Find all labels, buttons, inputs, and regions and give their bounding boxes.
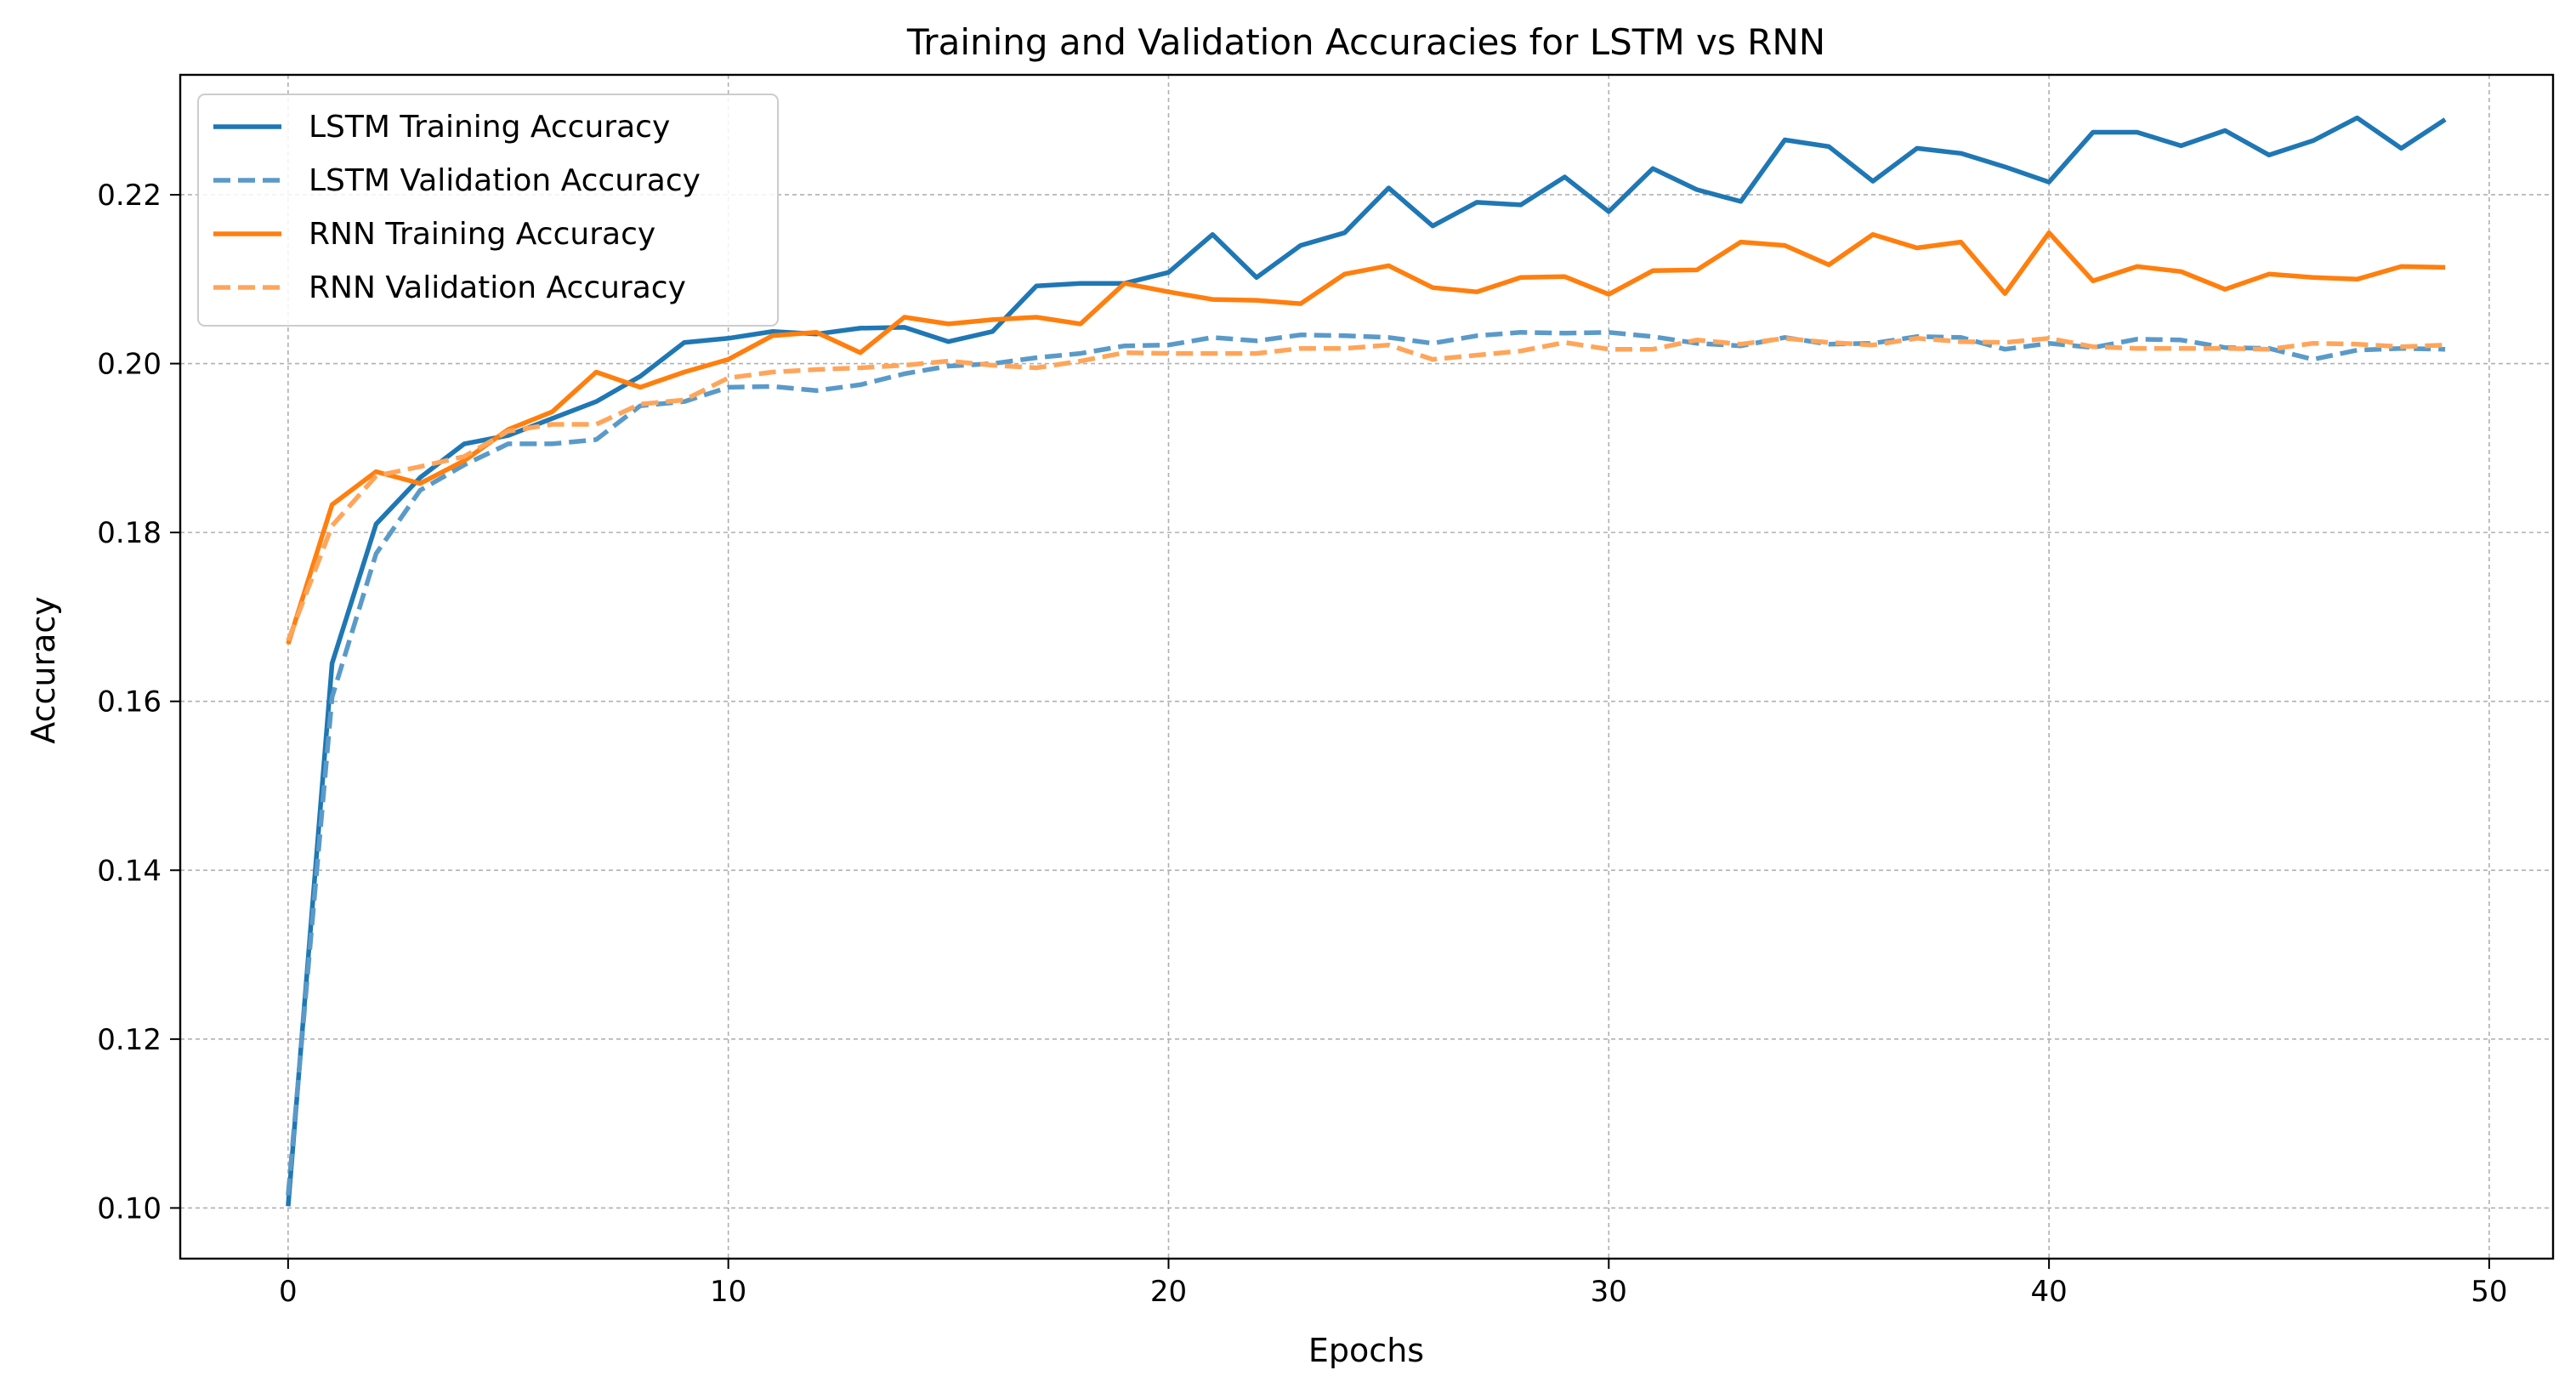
legend: LSTM Training Accuracy LSTM Validation Ac…: [197, 94, 779, 327]
y-axis-label: Accuracy: [25, 596, 62, 744]
axis-ticks: 0 10 20 30 40 50 0.10 0.12 0.14 0.16 0.18 0.20 0.22: [97, 179, 2507, 1309]
lstm-training-accuracy-line: [286, 115, 2447, 1207]
x-tick-label: 0: [279, 1275, 298, 1309]
legend-label: LSTM Training Accuracy: [309, 110, 670, 145]
x-tick-label: 30: [1591, 1275, 1627, 1309]
legend-label: RNN Validation Accuracy: [309, 270, 686, 305]
legend-box: [197, 94, 779, 327]
x-tick-label: 10: [710, 1275, 746, 1309]
chart-title: Training and Validation Accuracies for L…: [906, 21, 1825, 63]
x-axis-label: Epochs: [1308, 1332, 1424, 1369]
y-tick-label: 0.10: [97, 1191, 162, 1225]
y-tick-label: 0.22: [97, 179, 162, 213]
series-lines: [286, 115, 2447, 1207]
legend-label: LSTM Validation Accuracy: [309, 163, 701, 198]
rnn-validation-accuracy-line: [286, 336, 2446, 642]
y-tick-label: 0.20: [97, 348, 162, 382]
legend-label: RNN Training Accuracy: [309, 217, 655, 252]
grid: [180, 75, 2553, 1259]
y-tick-label: 0.12: [97, 1023, 162, 1057]
y-tick-label: 0.18: [97, 516, 162, 550]
y-tick-label: 0.14: [97, 854, 162, 888]
plot-area-frame: [179, 73, 2555, 1260]
x-tick-label: 50: [2471, 1275, 2507, 1309]
rnn-training-accuracy-line: [286, 230, 2446, 645]
x-tick-label: 20: [1150, 1275, 1187, 1309]
y-tick-label: 0.16: [97, 685, 162, 719]
x-tick-label: 40: [2030, 1275, 2067, 1309]
